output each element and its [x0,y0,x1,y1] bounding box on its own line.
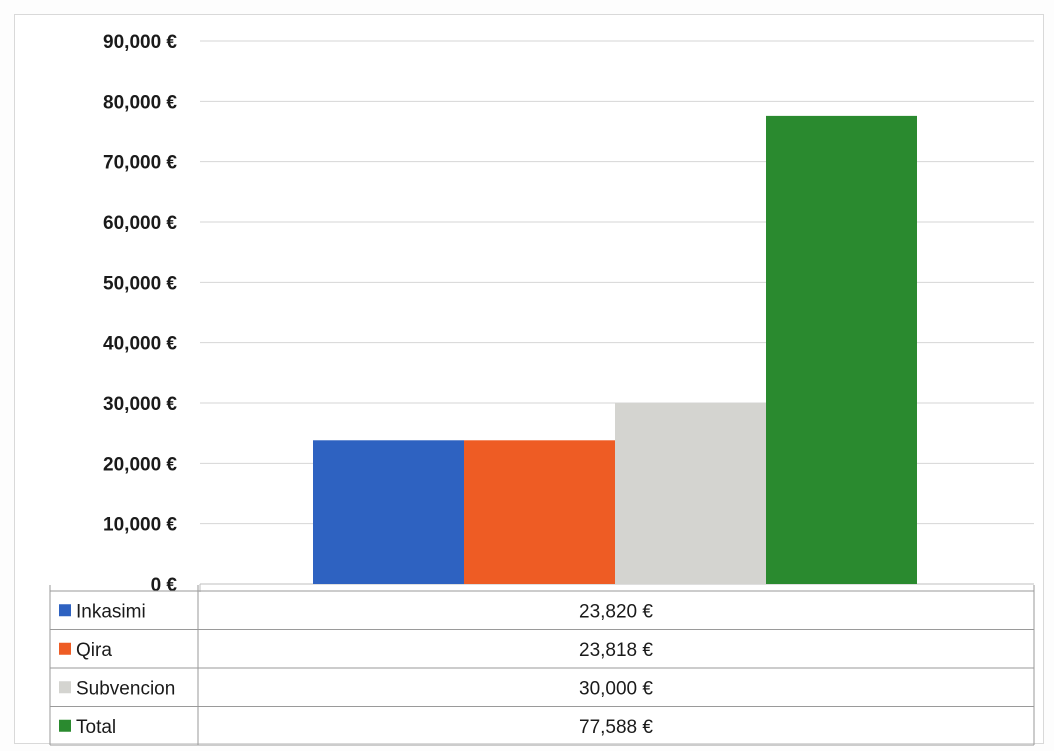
bar-total [766,115,917,584]
legend-key-inkasimi [59,604,71,617]
bar-inkasimi [313,440,464,584]
y-tick-label: 70,000 € [103,153,177,174]
legend-label: Inkasimi [76,601,146,622]
y-tick-label: 80,000 € [103,92,177,113]
legend-key-subvencion [59,681,71,694]
y-tick-label: 50,000 € [103,273,177,294]
bars [313,115,917,584]
y-tick-label: 60,000 € [103,213,177,234]
data-table: Inkasimi 23,820 € Qira 23,818 € Subvencion 30… [49,585,1035,746]
y-tick-label: 30,000 € [103,394,177,415]
data-label: 23,818 € [579,640,653,661]
y-tick-label: 20,000 € [103,454,177,475]
legend-key-total [59,719,71,732]
y-axis: 0 € 10,000 € 20,000 € 30,000 € 40,000 € 50,00… [103,32,201,596]
y-tick-label: 90,000 € [103,32,177,53]
y-tick-label: 0 € [151,575,178,596]
legend-key-qira [59,642,71,655]
bar-qira [464,440,615,584]
y-tick-label: 10,000 € [103,515,177,536]
data-label: 77,588 € [579,717,653,738]
data-label: 23,820 € [579,601,653,622]
legend-label: Qira [76,640,112,661]
data-label: 30,000 € [579,678,653,699]
bar-subvencion [615,403,766,584]
legend-label: Subvencion [76,678,175,699]
y-tick-label: 40,000 € [103,334,177,355]
legend-label: Total [76,717,116,738]
